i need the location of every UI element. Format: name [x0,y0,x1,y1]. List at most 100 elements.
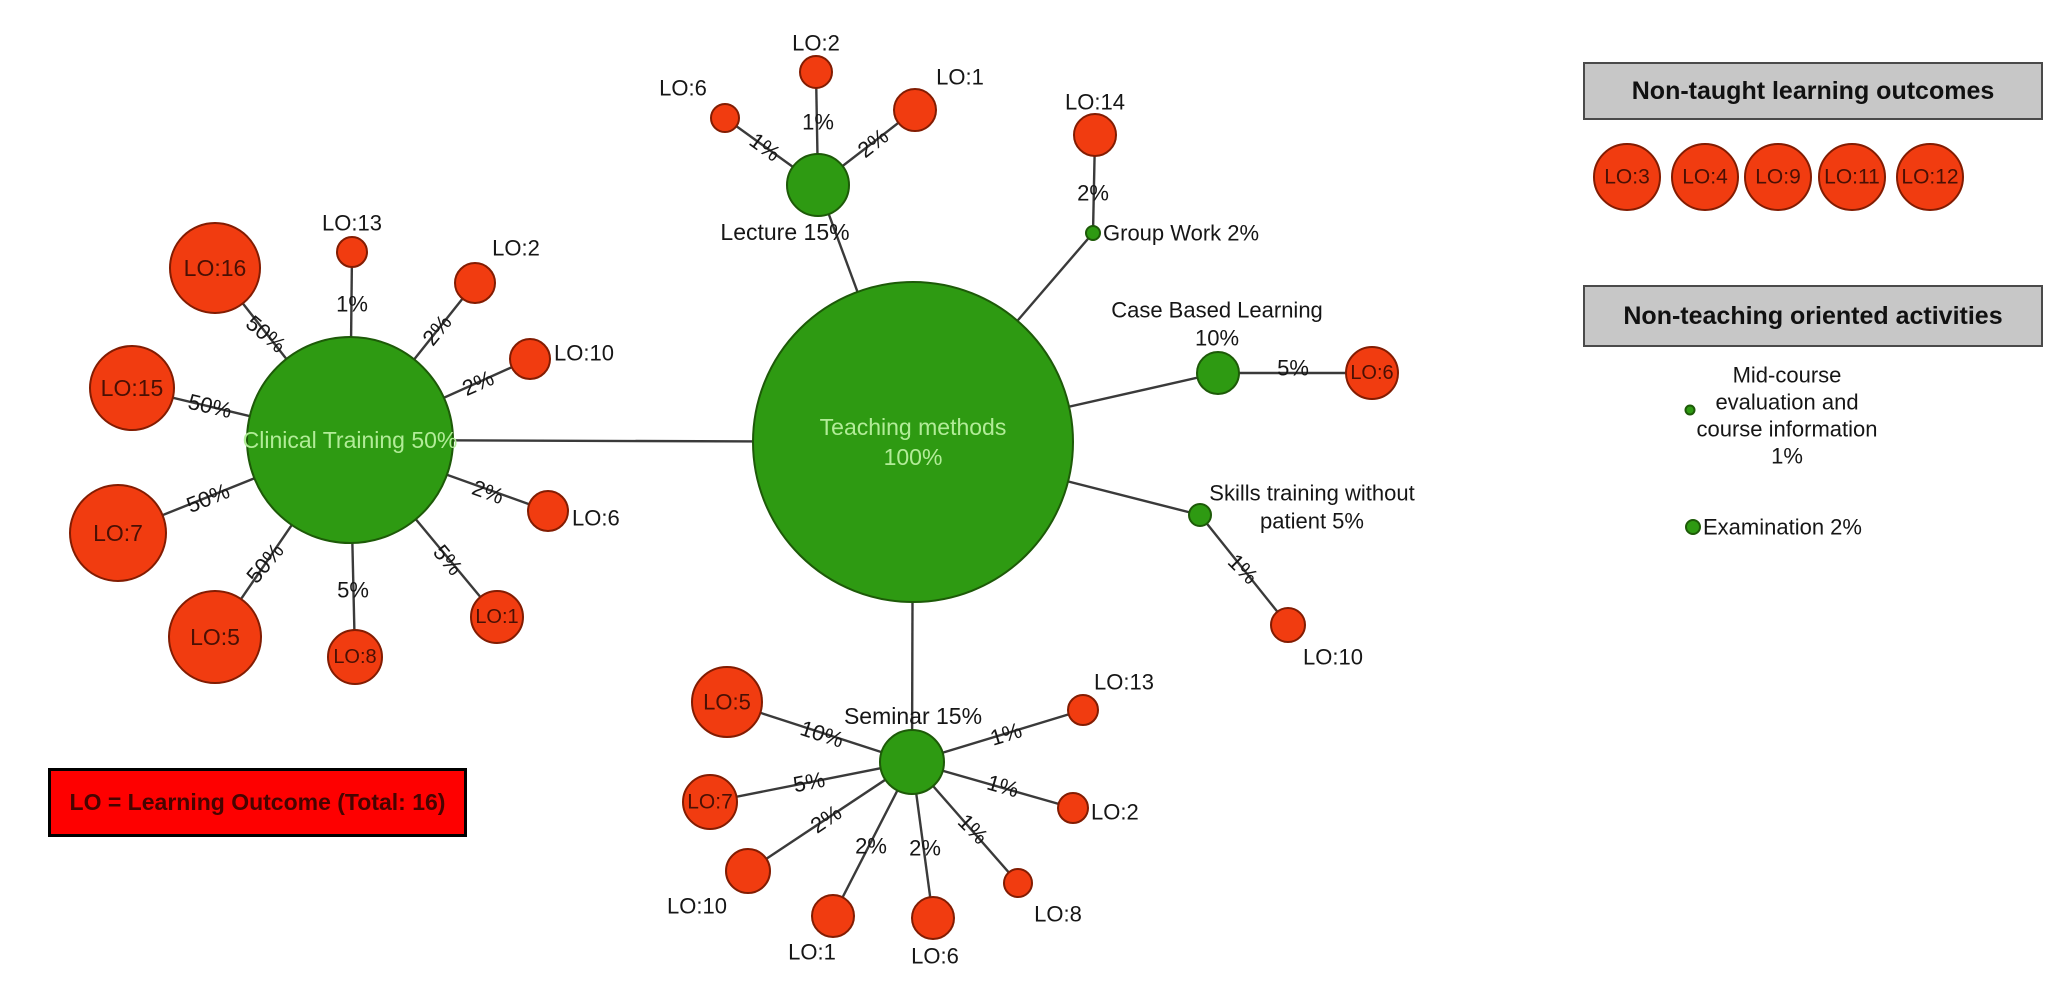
node-label-clinical-lo2: LO:2 [492,236,540,261]
midcourse-label: 1% [1771,444,1803,469]
node-examination-dot [1685,519,1701,535]
node-label-seminar-lo1: LO:1 [788,940,836,965]
skills-training-label: patient 5% [1260,509,1364,534]
edge-percent-label: 2% [909,836,941,861]
node-label-clinical-lo15: LO:15 [101,375,164,401]
node-clinical-lo5 [168,590,262,684]
node-clinical-lo8 [327,629,383,685]
edge-line [709,760,913,804]
edge-line [1199,514,1289,626]
node-clinical-lo15 [89,345,175,431]
node-lecture-lo1 [893,88,937,132]
node-label-clinical-lo8: LO:8 [333,646,376,668]
node-skills-training [1188,503,1212,527]
edge-percent-label: 1% [336,292,368,317]
edge-percent-label: 5% [1277,356,1309,381]
edge-percent-label: 1% [745,128,785,167]
node-label-lecture-lo1: LO:1 [936,65,984,90]
node-label-panel-lo12: LO:12 [1901,166,1958,189]
node-lecture-lo6 [710,103,740,133]
node-seminar-lo5 [691,666,763,738]
node-label-seminar-lo10: LO:10 [667,894,727,919]
node-label-seminar-lo13: LO:13 [1094,670,1154,695]
edge-percent-label: 50% [186,389,235,423]
edge-percent-label: 1% [1223,549,1263,589]
node-label-lecture-lo6: LO:6 [659,76,707,101]
case-based-learning-label: Case Based Learning [1111,298,1323,323]
node-seminar-lo2 [1057,792,1089,824]
node-seminar-lo6 [911,896,955,940]
node-clinical-lo13 [336,236,368,268]
node-label-groupwork-lo14: LO:14 [1065,90,1125,115]
node-seminar-lo8 [1003,868,1033,898]
case-based-learning-label: 10% [1195,326,1239,351]
edge-percent-label: 5% [337,578,369,603]
node-panel-lo9 [1744,143,1812,211]
node-label-panel-lo9: LO:9 [1755,166,1801,189]
edge-percent-label: 2% [1077,181,1109,206]
node-label-lecture-lo2: LO:2 [792,31,840,56]
edge-percent-label: 1% [984,770,1021,803]
node-lecture [786,153,850,217]
node-label-clinical-lo10: LO:10 [554,341,614,366]
midcourse-label: course information [1697,417,1878,442]
node-seminar-lo1 [811,894,855,938]
node-lecture-lo2 [799,55,833,89]
edge-percent-label: 2% [806,800,846,839]
edge-percent-label: 10% [797,715,847,752]
node-seminar-lo7 [682,774,738,830]
edge-percent-label: 50% [241,538,288,588]
node-label-seminar-lo7: LO:7 [687,791,733,814]
edge-percent-label: 2% [458,365,497,401]
lecture-label: Lecture 15% [720,219,849,245]
node-seminar-lo10 [725,848,771,894]
edge-percent-label: 50% [183,478,233,518]
node-seminar [879,729,945,795]
node-label-seminar-lo6: LO:6 [911,944,959,969]
node-label-skills-lo10: LO:10 [1303,645,1363,670]
node-label-cbl-lo6: LO:6 [1350,362,1393,384]
midcourse-label: Mid-course [1733,363,1842,388]
lo-legend-box: LO = Learning Outcome (Total: 16) [48,768,467,837]
node-label-clinical-lo16: LO:16 [184,255,247,281]
edge-percent-label: 1% [987,717,1025,750]
node-label-clinical-lo5: LO:5 [190,624,240,650]
node-clinical-lo1 [470,590,524,644]
node-midcourse-dot [1684,404,1696,416]
group-work-label: Group Work 2% [1103,221,1259,246]
node-panel-lo3 [1593,143,1661,211]
node-label-clinical-lo6: LO:6 [572,506,620,531]
node-label-clinical-lo7: LO:7 [93,520,143,546]
node-label-seminar-lo5: LO:5 [703,690,751,715]
node-panel-lo11 [1818,143,1886,211]
node-label-panel-lo4: LO:4 [1682,166,1728,189]
node-skills-lo10 [1270,607,1306,643]
midcourse-label: evaluation and [1715,390,1858,415]
node-clinical [246,336,454,544]
edge-percent-label: 2% [469,475,507,509]
edge-percent-label: 1% [802,110,834,135]
node-group-work [1085,225,1101,241]
node-label-clinical: Clinical Training 50% [243,427,458,453]
edge-percent-label: 2% [853,123,893,162]
node-clinical-lo10 [509,338,551,380]
edge-percent-label: 2% [855,834,887,859]
node-panel-lo12 [1896,143,1964,211]
node-seminar-lo13 [1067,694,1099,726]
node-label-teaching: Teaching methods [820,414,1007,440]
node-clinical-lo2 [454,262,496,304]
skills-training-label: Skills training without [1209,481,1414,506]
node-clinical-lo16 [169,222,261,314]
edge-percent-label: 5% [791,767,827,798]
node-label-seminar-lo2: LO:2 [1091,800,1139,825]
edge-percent-label: 50% [241,310,291,357]
node-case-based-learning [1196,351,1240,395]
node-label-clinical-lo13: LO:13 [322,211,382,236]
node-clinical-lo7 [69,484,167,582]
node-clinical-lo6 [527,490,569,532]
node-panel-lo4 [1671,143,1739,211]
node-cbl-lo6 [1345,346,1399,400]
node-teaching [752,281,1074,603]
